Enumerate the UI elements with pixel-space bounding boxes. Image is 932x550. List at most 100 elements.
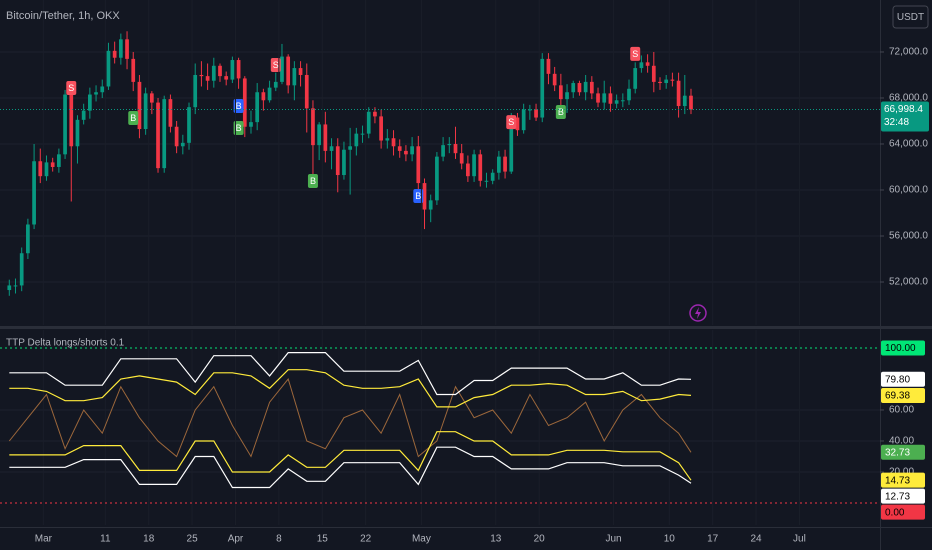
candle-body	[385, 138, 390, 141]
candle-body	[366, 111, 371, 134]
signal-label: B	[236, 101, 242, 111]
y-tick-label: 68,000.0	[889, 93, 928, 104]
candle-body	[422, 183, 427, 210]
candle-body	[521, 109, 526, 131]
candle-body	[32, 161, 36, 225]
candle-body	[292, 68, 297, 86]
candle-body	[137, 81, 142, 130]
signal-marker	[630, 46, 641, 61]
price-tag-label: 12.73	[885, 491, 910, 502]
countdown-label: 32:48	[884, 117, 909, 128]
candle-body	[249, 122, 253, 127]
candle-body	[490, 172, 495, 181]
signal-label: B	[558, 107, 564, 117]
candle-body	[509, 117, 514, 172]
y-tick-label: 20.00	[889, 467, 914, 478]
candle-body	[63, 94, 67, 155]
candle-body	[614, 100, 619, 104]
last-price-tag: 66,998.4 32:48	[881, 101, 929, 132]
candle-body	[689, 95, 693, 110]
indicator-line	[9, 446, 692, 489]
x-tick-label: 17	[707, 534, 719, 545]
y-tick-label: 56,000.0	[889, 231, 928, 242]
price-tag-box	[881, 371, 925, 387]
candle-body	[317, 124, 322, 146]
alert-icon-ring[interactable]	[689, 304, 707, 322]
candle-body	[503, 156, 507, 172]
candle-body	[261, 92, 266, 101]
candle-body	[552, 73, 557, 86]
last-price-label: 66,998.4	[884, 104, 923, 115]
candle-body	[329, 146, 334, 151]
candle-body	[81, 110, 86, 120]
price-tag: 0.00	[881, 504, 925, 520]
candle-body	[596, 93, 600, 103]
candle-body	[577, 83, 582, 93]
candle-body	[112, 50, 117, 58]
candle-body	[13, 285, 18, 287]
candle-body	[497, 156, 501, 173]
candle-body	[435, 156, 439, 201]
candle-body	[354, 133, 359, 147]
candle-body	[149, 93, 154, 103]
signal-label: S	[68, 83, 74, 93]
candle-body	[156, 102, 160, 169]
price-tag-label: 100.00	[885, 343, 916, 354]
y-tick-label: 52,000.0	[889, 277, 928, 288]
signal-label: B	[415, 191, 421, 201]
last-price-box	[881, 101, 929, 132]
candle-body	[484, 180, 489, 182]
candle-body	[236, 60, 241, 79]
price-tag-box	[881, 340, 925, 356]
alert-icon[interactable]	[689, 304, 707, 322]
candle-body	[75, 119, 80, 147]
candle-body	[633, 68, 638, 89]
indicator-line	[8, 377, 692, 458]
candle-body	[162, 99, 167, 169]
candle-body	[342, 149, 346, 176]
candle-body	[26, 224, 30, 254]
y-tick-label: 72,000.0	[889, 47, 928, 58]
candle-body	[583, 81, 588, 93]
y-tick-label: 40.00	[889, 436, 914, 447]
candle-body	[608, 93, 613, 104]
candle-body	[478, 154, 483, 181]
candle-body	[404, 150, 408, 155]
candle-body	[193, 74, 198, 108]
candle-body	[57, 154, 61, 167]
candle-body	[267, 87, 272, 101]
candle-body	[441, 145, 445, 157]
price-tag: 69.38	[881, 387, 925, 403]
signal-marker	[555, 105, 566, 120]
x-tick-label: Jul	[793, 534, 806, 545]
price-tag-box	[881, 444, 925, 460]
signal-label: B	[310, 176, 316, 186]
signal-marker	[233, 99, 244, 114]
signal-label: S	[632, 49, 638, 59]
signal-marker	[128, 110, 139, 125]
signal-marker	[506, 115, 517, 130]
candle-body	[304, 74, 309, 109]
price-tag: 14.73	[881, 472, 925, 488]
candle-body	[131, 58, 136, 82]
alert-icon-bolt[interactable]	[695, 307, 701, 319]
candle-body	[100, 86, 105, 93]
signal-label: B	[236, 123, 242, 133]
candle-body	[44, 162, 49, 177]
candle-body	[311, 108, 315, 146]
symbol-title: Bitcoin/Tether, 1h, OKX	[6, 10, 120, 22]
currency-button[interactable]	[892, 5, 929, 29]
candle-body	[589, 81, 594, 94]
x-tick-label: 13	[490, 534, 502, 545]
candle-body	[118, 39, 123, 58]
candle-body	[540, 58, 545, 118]
currency-label[interactable]: USDT	[897, 12, 924, 23]
candle-body	[205, 76, 210, 81]
candle-body	[620, 100, 625, 102]
candle-body	[94, 92, 98, 95]
candle-body	[658, 81, 662, 84]
price-tag: 12.73	[881, 488, 925, 504]
candle-body	[410, 146, 414, 155]
x-tick-label: 24	[750, 534, 762, 545]
